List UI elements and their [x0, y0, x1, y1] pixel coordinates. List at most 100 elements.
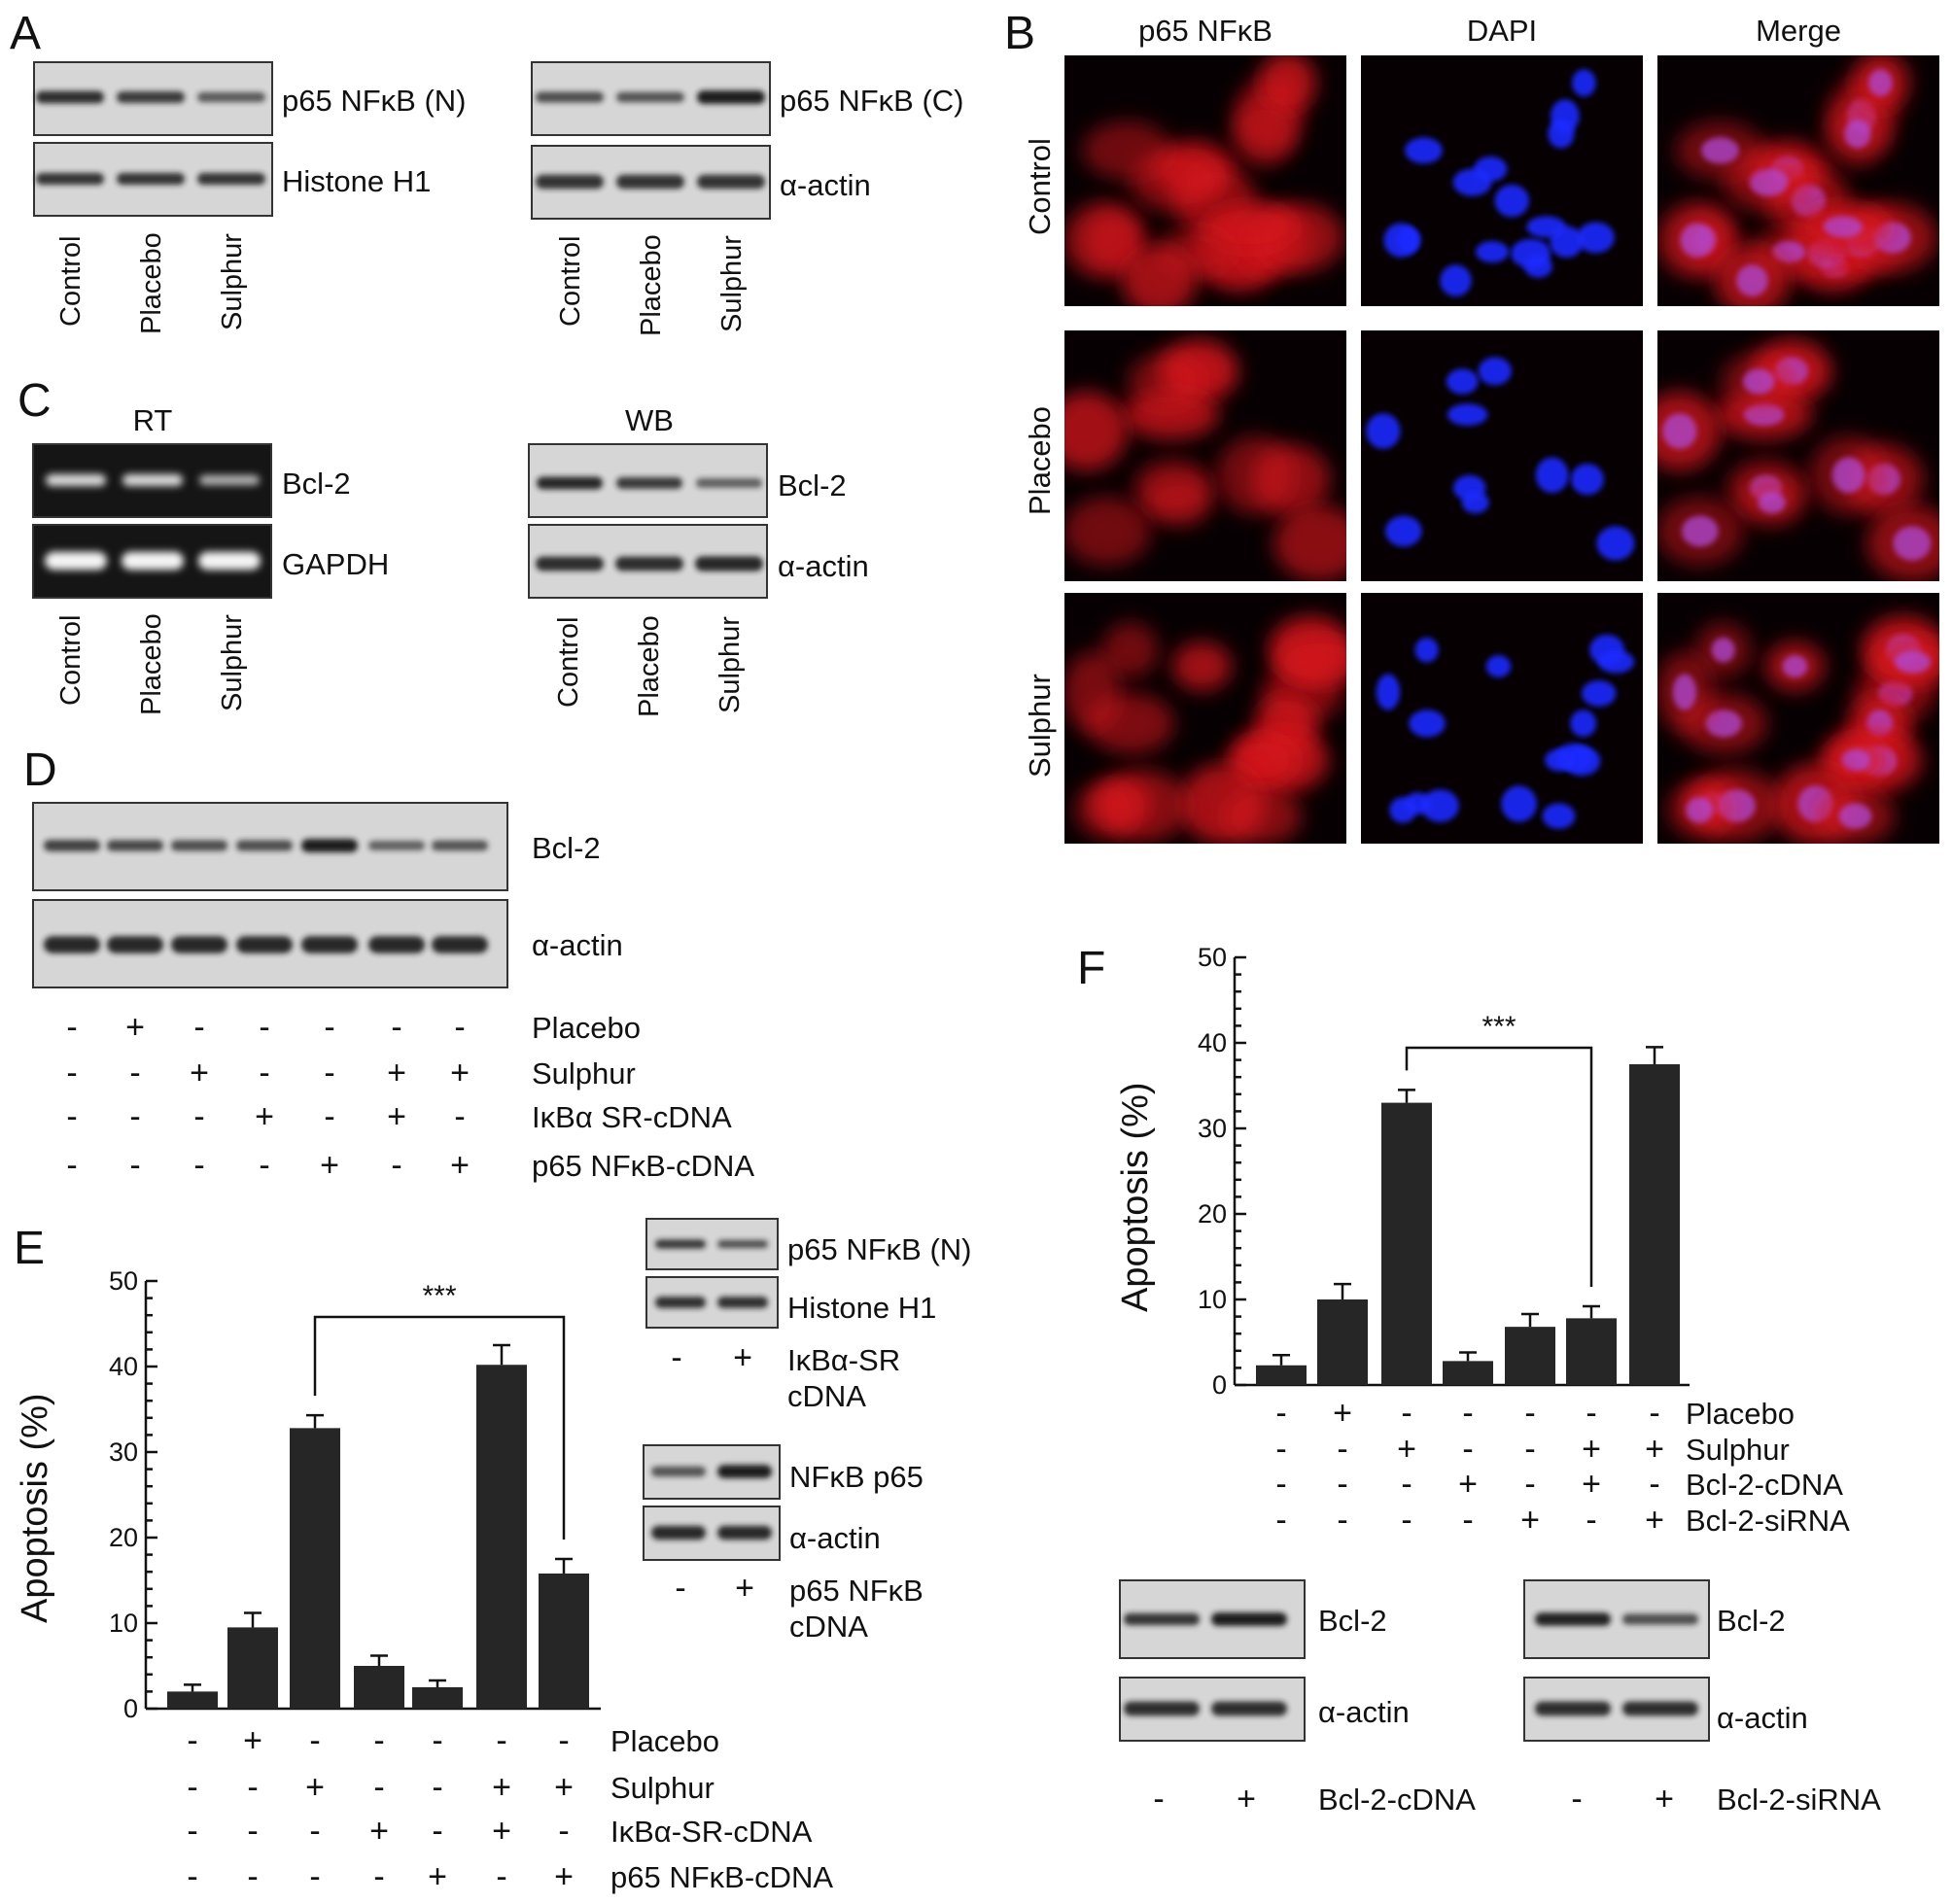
- panel-letter-a: A: [10, 8, 41, 59]
- blot-band: [717, 1239, 768, 1249]
- sign-mark: -: [193, 1147, 204, 1184]
- sign-mark: -: [1524, 1431, 1535, 1468]
- cell-nucleus: [1894, 650, 1932, 674]
- sign-mark: +: [1645, 1502, 1664, 1539]
- cell-nucleus: [1485, 655, 1512, 677]
- sign-mark: -: [66, 1147, 77, 1184]
- blot-label: Bcl-2: [282, 467, 351, 501]
- condition-label: Placebo: [610, 1724, 719, 1758]
- subpanel-title: RT: [133, 403, 173, 437]
- cell-nucleus: [1548, 119, 1575, 149]
- blot-band: [616, 477, 682, 489]
- blot-band: [536, 174, 604, 190]
- lane-label: Control: [555, 236, 586, 328]
- sign-mark: -: [496, 1722, 506, 1759]
- cell-cytoplasm: [1128, 353, 1204, 410]
- sign-mark: -: [373, 1722, 384, 1759]
- cell-nucleus: [1680, 223, 1715, 258]
- sign-mark: +: [450, 1147, 470, 1184]
- condition-label: Bcl-2-siRNA: [1686, 1504, 1850, 1538]
- sign-mark: -: [1337, 1466, 1347, 1503]
- bar: [1566, 1318, 1617, 1385]
- bar: [1629, 1064, 1680, 1385]
- sign-mark: -: [373, 1858, 384, 1895]
- blot-label: α-actin: [1318, 1695, 1410, 1729]
- sign-mark: -: [324, 1098, 334, 1135]
- blot-condition-label: cDNA: [789, 1610, 868, 1644]
- blot-band: [432, 840, 488, 851]
- cell-nucleus: [1581, 679, 1617, 708]
- blot-band: [197, 172, 265, 186]
- micro-row-label: Sulphur: [1023, 674, 1057, 778]
- sign-mark: +: [733, 1339, 752, 1376]
- sign-mark: -: [558, 1813, 569, 1850]
- cell-nucleus: [1494, 184, 1530, 218]
- y-tick-label: 10: [1198, 1285, 1227, 1314]
- cell-cytoplasm: [1216, 435, 1296, 515]
- cell-nucleus: [1577, 222, 1615, 254]
- cell-nucleus: [1405, 137, 1443, 164]
- sign-mark: -: [1153, 1781, 1164, 1817]
- cell-nucleus: [1686, 797, 1713, 823]
- micrograph: [1361, 593, 1643, 844]
- micro-column-label: DAPI: [1467, 14, 1537, 48]
- bar: [167, 1691, 218, 1709]
- condition-label: IκBα SR-cDNA: [532, 1100, 732, 1134]
- blot-band: [651, 1525, 706, 1541]
- sign-mark: -: [1275, 1431, 1286, 1468]
- cell-nucleus: [1420, 789, 1459, 822]
- cell-cytoplasm: [1273, 504, 1346, 581]
- sign-mark: -: [432, 1813, 442, 1850]
- blot-band: [655, 1297, 706, 1308]
- lane-label: Placebo: [136, 613, 167, 715]
- cell-nucleus: [1478, 357, 1512, 386]
- sign-mark: -: [1401, 1502, 1412, 1539]
- y-tick-label: 0: [123, 1694, 138, 1723]
- blot-label: α-actin: [1717, 1701, 1808, 1735]
- sign-mark: -: [1524, 1466, 1535, 1503]
- blot-band: [1535, 1701, 1611, 1716]
- panel-e-condition-table: - + - - - - - Placebo - - + - - + + Sulphur - - - + - + - IκBα-…: [187, 1722, 833, 1895]
- blot-label: α-actin: [532, 928, 623, 962]
- cell-nucleus: [1414, 638, 1439, 663]
- lane-label: Control: [55, 615, 87, 707]
- blot-label: Bcl-2: [1717, 1604, 1786, 1638]
- lane-label: Control: [55, 236, 87, 328]
- sign-mark: -: [193, 1098, 204, 1135]
- panel-letter-f: F: [1077, 943, 1105, 994]
- blot-label: α-actin: [778, 549, 869, 583]
- cell-cytoplasm: [1223, 787, 1302, 844]
- condition-label: Placebo: [532, 1011, 641, 1045]
- sign-mark: -: [324, 1055, 334, 1091]
- sign-mark: +: [492, 1813, 511, 1850]
- blot-band: [696, 478, 762, 488]
- y-tick-label: 30: [109, 1437, 138, 1467]
- blot-band: [368, 936, 425, 953]
- sign-mark: +: [1645, 1431, 1664, 1468]
- blot-condition-label: p65 NFκB: [789, 1574, 924, 1608]
- blot-band: [717, 1525, 772, 1541]
- bar: [1317, 1299, 1368, 1385]
- y-tick-label: 30: [1198, 1114, 1227, 1143]
- sign-mark: +: [1582, 1466, 1601, 1503]
- cell-cytoplasm: [1074, 780, 1139, 840]
- cell-nucleus: [1771, 241, 1806, 263]
- blot-label: Histone H1: [787, 1291, 936, 1325]
- sign-mark: -: [496, 1858, 506, 1895]
- sign-mark: -: [259, 1055, 269, 1091]
- lane-label: Control: [553, 617, 584, 709]
- blot-band: [537, 476, 603, 490]
- sign-mark: +: [1237, 1781, 1256, 1817]
- sign-mark: -: [1401, 1466, 1412, 1503]
- sign-mark: +: [305, 1769, 325, 1806]
- blot-band: [301, 839, 358, 852]
- blot-band: [717, 1465, 772, 1478]
- bar: [1505, 1327, 1555, 1385]
- y-tick-label: 10: [109, 1609, 138, 1638]
- bar: [227, 1627, 278, 1709]
- y-axis-label: Apoptosis (%): [1115, 1082, 1156, 1312]
- panel-letter-e: E: [14, 1223, 45, 1274]
- sign-mark: -: [558, 1722, 569, 1759]
- cell-nucleus: [1868, 69, 1893, 97]
